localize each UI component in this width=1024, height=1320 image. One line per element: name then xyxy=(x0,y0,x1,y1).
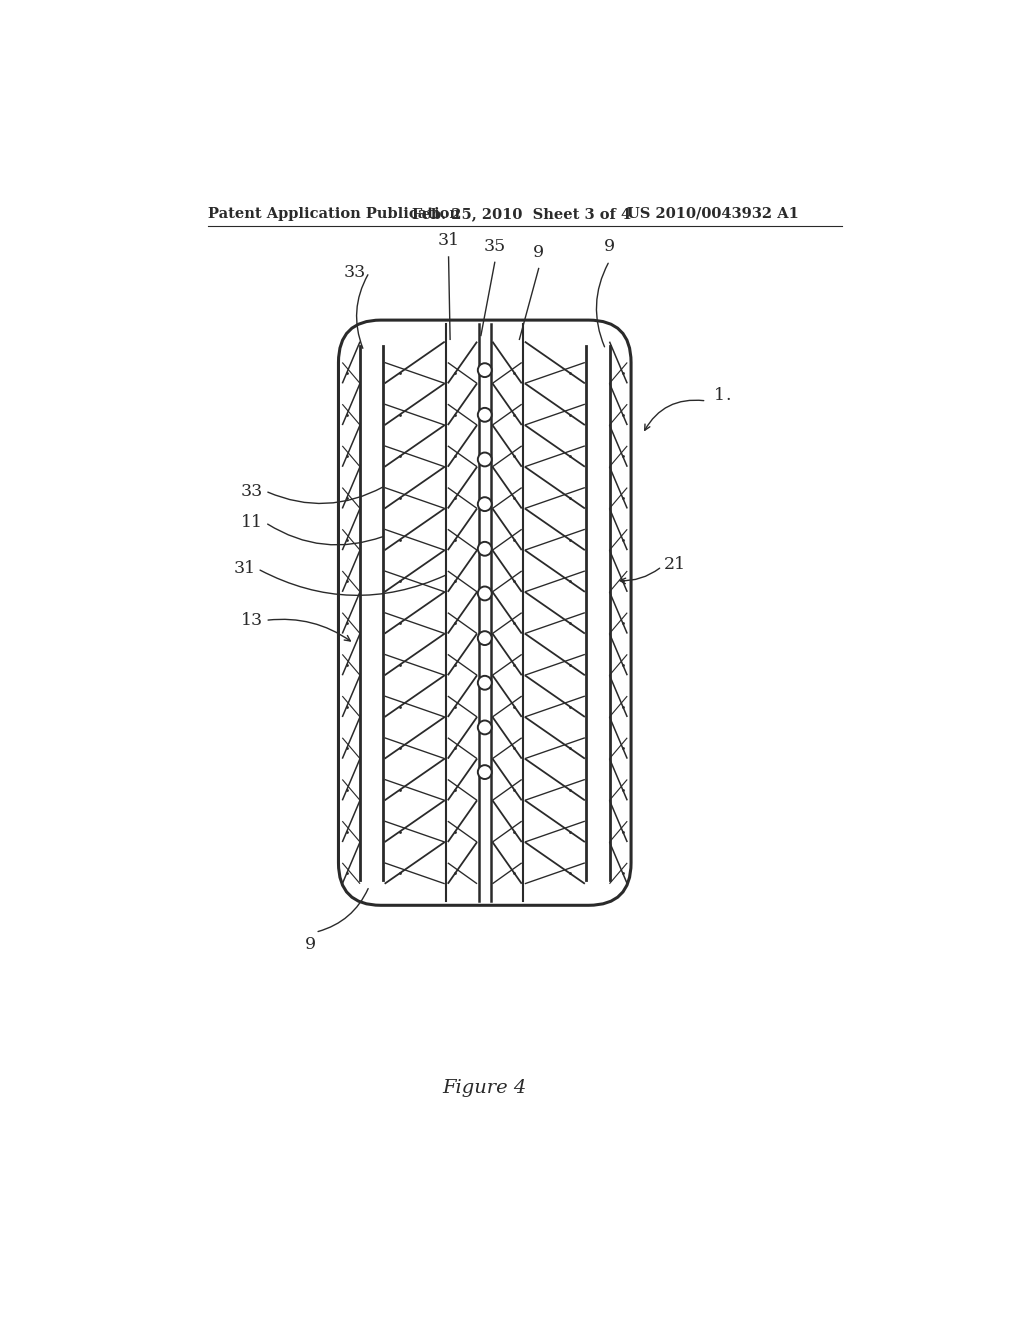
Text: Figure 4: Figure 4 xyxy=(442,1078,527,1097)
Text: .: . xyxy=(725,387,730,404)
Circle shape xyxy=(478,676,492,689)
Circle shape xyxy=(478,766,492,779)
Text: 33: 33 xyxy=(343,264,366,281)
Text: 31: 31 xyxy=(233,560,255,577)
Text: 21: 21 xyxy=(665,557,686,573)
Circle shape xyxy=(478,721,492,734)
Circle shape xyxy=(478,586,492,601)
Text: 9: 9 xyxy=(534,244,544,261)
Circle shape xyxy=(478,498,492,511)
Text: 33: 33 xyxy=(241,483,263,499)
Text: 31: 31 xyxy=(437,232,460,249)
Text: US 2010/0043932 A1: US 2010/0043932 A1 xyxy=(628,207,799,220)
Text: 9: 9 xyxy=(304,936,315,953)
Text: 13: 13 xyxy=(241,612,263,628)
Circle shape xyxy=(478,408,492,422)
Circle shape xyxy=(478,541,492,556)
Text: Feb. 25, 2010  Sheet 3 of 4: Feb. 25, 2010 Sheet 3 of 4 xyxy=(412,207,631,220)
FancyBboxPatch shape xyxy=(339,321,631,906)
Text: Patent Application Publication: Patent Application Publication xyxy=(208,207,460,220)
Circle shape xyxy=(478,453,492,466)
Circle shape xyxy=(478,631,492,645)
Text: 35: 35 xyxy=(483,238,506,255)
Text: 9: 9 xyxy=(604,238,615,255)
Circle shape xyxy=(478,363,492,378)
Text: 11: 11 xyxy=(241,513,263,531)
Text: 1: 1 xyxy=(714,387,724,404)
